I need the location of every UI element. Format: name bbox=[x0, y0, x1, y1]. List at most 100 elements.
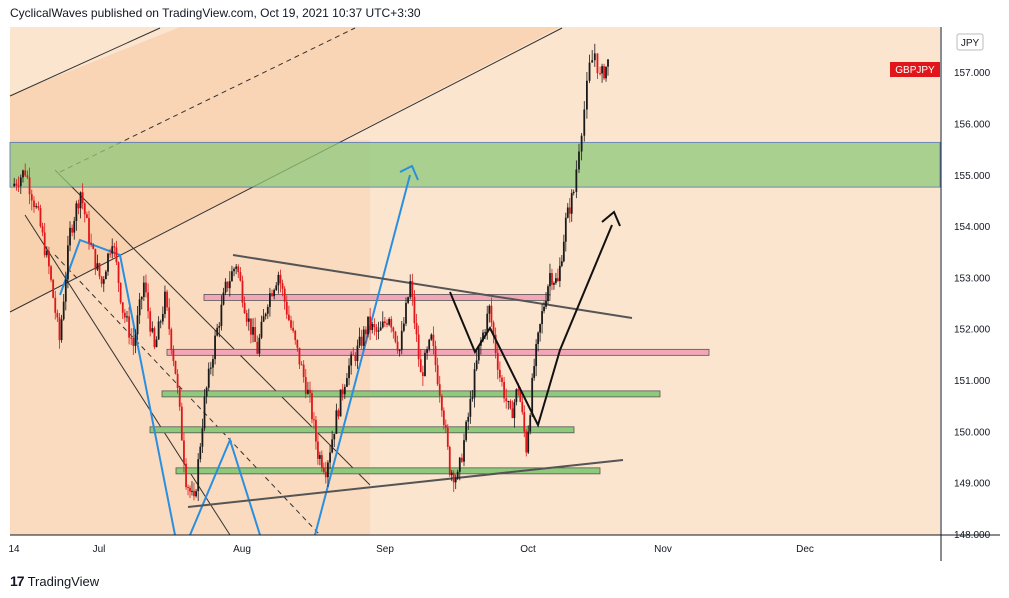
candle-body bbox=[564, 217, 567, 242]
candle-body bbox=[48, 251, 50, 267]
candle-body bbox=[515, 389, 518, 403]
candle-body bbox=[529, 415, 532, 432]
y-tick-label: 155.000 bbox=[954, 171, 991, 182]
candle-body bbox=[318, 455, 321, 459]
candle-body bbox=[580, 135, 583, 152]
candle-body bbox=[442, 410, 445, 426]
candle-body bbox=[377, 330, 380, 332]
candle-body bbox=[358, 336, 361, 346]
candle-body bbox=[164, 291, 166, 315]
candle-body bbox=[107, 253, 109, 272]
candle-body bbox=[509, 401, 512, 409]
candle-body bbox=[556, 278, 559, 281]
candle-body bbox=[298, 347, 301, 365]
candle-body bbox=[19, 177, 22, 186]
zone-green-0 bbox=[9, 141, 941, 188]
candle-body bbox=[83, 203, 86, 215]
candle-body bbox=[92, 244, 95, 249]
candle-body bbox=[207, 368, 210, 388]
x-tick-label: Aug bbox=[233, 544, 251, 555]
candle-body bbox=[273, 289, 276, 297]
candle-body bbox=[189, 487, 191, 492]
candle-body bbox=[201, 428, 204, 447]
candle-body bbox=[591, 60, 594, 63]
candle-body bbox=[492, 322, 495, 335]
candle-body bbox=[104, 271, 107, 280]
candle-body bbox=[498, 369, 501, 378]
candle-body bbox=[254, 327, 257, 342]
candle-body bbox=[37, 206, 40, 209]
candle-body bbox=[360, 336, 363, 346]
y-tick-label: 148.000 bbox=[954, 530, 991, 541]
candle-body bbox=[570, 193, 573, 214]
y-axis-ticks: 148.000 149.000 150.000 151.000 152.000 153.0… bbox=[954, 68, 991, 541]
candle-body bbox=[193, 490, 195, 497]
candle-body bbox=[311, 393, 313, 420]
currency-label: JPY bbox=[961, 38, 980, 49]
footer-brand[interactable]: TradingView bbox=[27, 573, 100, 589]
candle-body bbox=[398, 350, 401, 352]
triangle-lower-line bbox=[187, 459, 624, 508]
y-tick-label: 149.000 bbox=[954, 479, 991, 490]
candle-body bbox=[294, 330, 297, 341]
candle-body bbox=[373, 324, 376, 328]
candle-body bbox=[52, 279, 55, 298]
candle-body bbox=[475, 360, 478, 370]
candle-body bbox=[121, 302, 124, 313]
candle-body bbox=[292, 327, 295, 331]
candle-body bbox=[461, 457, 463, 462]
candle-body bbox=[322, 467, 325, 472]
candle-body bbox=[413, 296, 416, 324]
candle-body bbox=[17, 185, 20, 187]
candle-body bbox=[329, 452, 331, 463]
candle-body bbox=[407, 297, 410, 303]
candle-body bbox=[383, 321, 386, 324]
candle-body bbox=[109, 253, 112, 255]
candle-body bbox=[371, 324, 374, 330]
candle-body bbox=[496, 352, 499, 370]
candle-body bbox=[266, 306, 269, 314]
candle-body bbox=[224, 281, 227, 293]
candle-body bbox=[134, 334, 137, 346]
candle-body bbox=[243, 302, 246, 314]
candle-body bbox=[379, 327, 382, 331]
candle-body bbox=[220, 304, 223, 326]
symbol-tag-box[interactable] bbox=[890, 62, 940, 77]
level-green-4 bbox=[175, 467, 601, 475]
x-tick-label: Sep bbox=[376, 544, 394, 555]
candle-body bbox=[13, 183, 16, 187]
candle-body bbox=[438, 384, 441, 396]
candle-body bbox=[62, 301, 65, 320]
candle-body bbox=[343, 386, 346, 395]
candle-body bbox=[490, 305, 493, 323]
candle-body bbox=[228, 281, 231, 289]
x-tick-label: Nov bbox=[654, 544, 672, 555]
candle-body bbox=[535, 344, 538, 367]
candle-body bbox=[222, 292, 225, 305]
candle-body bbox=[596, 53, 599, 74]
candles-layer bbox=[13, 43, 609, 502]
candle-body bbox=[560, 261, 563, 266]
x-tick-label: Oct bbox=[520, 544, 536, 555]
candle-body bbox=[482, 332, 484, 341]
candle-body bbox=[396, 341, 399, 351]
candle-body bbox=[473, 369, 476, 398]
candle-body bbox=[501, 377, 503, 382]
candle-body bbox=[547, 286, 549, 301]
candle-body bbox=[507, 401, 510, 403]
candle-body bbox=[432, 334, 435, 347]
currency-box[interactable] bbox=[956, 33, 984, 51]
candle-body bbox=[218, 325, 221, 328]
triangle-upper-line bbox=[232, 254, 633, 319]
candle-body bbox=[75, 203, 78, 221]
candle-body bbox=[539, 324, 541, 333]
candle-body bbox=[444, 425, 447, 428]
candle-body bbox=[155, 339, 158, 348]
candle-body bbox=[555, 278, 557, 283]
candle-body bbox=[402, 323, 405, 331]
candle-body bbox=[306, 389, 309, 394]
tradingview-logo-icon[interactable]: 17 bbox=[10, 573, 25, 589]
rising-channel-upper-line bbox=[9, 27, 161, 97]
footer: 17 TradingView bbox=[10, 572, 99, 590]
